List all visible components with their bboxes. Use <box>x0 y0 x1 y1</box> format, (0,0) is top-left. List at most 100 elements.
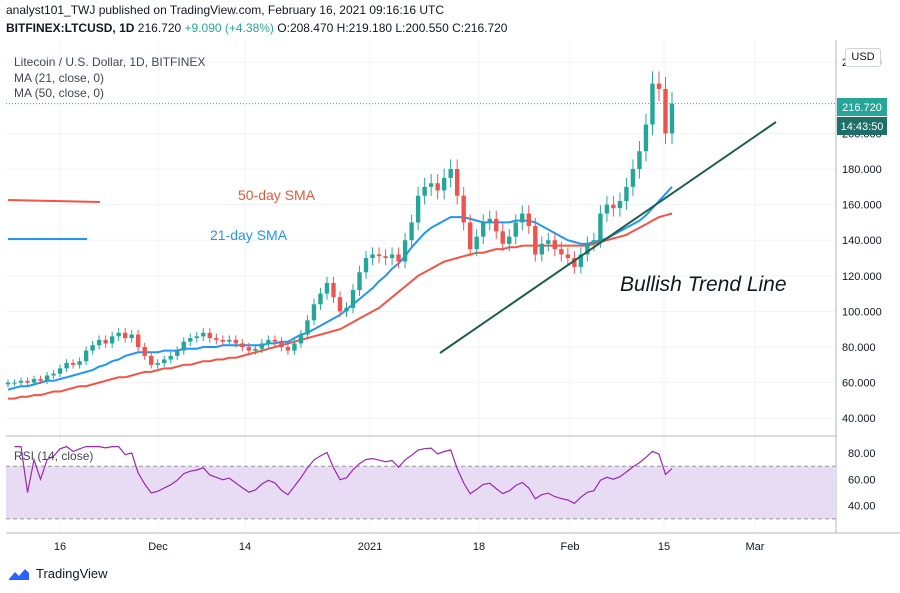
candle-body <box>474 236 479 250</box>
candle-body <box>318 293 323 305</box>
time-tick-label: 15 <box>658 541 670 553</box>
candle-body <box>194 336 199 339</box>
candle-body <box>175 350 180 356</box>
candle-body <box>201 332 206 337</box>
candle-body <box>454 169 460 196</box>
candlesticks <box>5 71 675 388</box>
candle-body <box>168 355 173 360</box>
candle-body <box>539 243 545 255</box>
ma21-path <box>7 186 673 391</box>
candle-body <box>585 243 590 255</box>
rsi-tick-label: 80.00 <box>848 448 876 460</box>
candle-body <box>109 336 115 344</box>
candle-body <box>227 339 232 342</box>
candle-body <box>142 347 147 356</box>
candle-body <box>259 343 265 349</box>
candle-body <box>650 83 655 125</box>
candle-body <box>57 368 63 374</box>
candle-body <box>533 225 538 255</box>
candle-body <box>663 88 668 134</box>
rsi-tick-label: 60.00 <box>848 474 876 486</box>
footer-brand[interactable]: TradingView <box>36 566 108 581</box>
candle-body <box>51 373 56 376</box>
candle-body <box>409 222 414 241</box>
candle-body <box>481 222 486 237</box>
candle-body <box>298 334 304 344</box>
candle-body <box>122 332 128 339</box>
candle-body <box>116 332 121 337</box>
ohlc-values: O:208.470 H:219.180 L:200.550 C:216.720 <box>277 21 508 35</box>
candle-body <box>572 258 577 267</box>
candle-body <box>422 186 427 196</box>
price-tick-label: 40.000 <box>842 413 876 425</box>
legend-ma21[interactable]: MA (21, close, 0) <box>14 71 105 85</box>
price-tick-label: 140.000 <box>842 235 882 247</box>
price-tick-label: 120.000 <box>842 271 882 283</box>
time-tick-label: 16 <box>54 541 66 553</box>
candle-body <box>389 254 395 259</box>
candle-body <box>461 195 466 223</box>
candle-body <box>324 282 330 294</box>
currency-button[interactable]: USD <box>845 48 881 67</box>
time-tick-label: 2021 <box>358 541 382 553</box>
candle-body <box>246 347 252 351</box>
candle-body <box>162 359 167 364</box>
candle-body <box>611 204 616 209</box>
last-price-label: 216.720 <box>837 98 887 116</box>
candle-body <box>578 254 584 267</box>
candle-body <box>5 382 11 385</box>
time-tick-label: Feb <box>561 541 580 553</box>
candle-body <box>18 380 24 383</box>
candle-body <box>279 341 284 348</box>
candle-body <box>402 240 408 262</box>
time-tick-label: 18 <box>473 541 485 553</box>
rsi-line <box>14 445 673 505</box>
rsi-band <box>6 465 836 520</box>
annotation-trend: Bullish Trend Line <box>620 273 787 296</box>
countdown-label-text: 14:43:50 <box>841 121 884 133</box>
candle-body <box>552 240 558 250</box>
candle-body <box>129 334 134 339</box>
time-axis: 16 Dec 14 2021 18 Feb 15 Mar <box>54 541 765 553</box>
candle-body <box>435 183 440 191</box>
candle-body <box>598 213 603 241</box>
candle-body <box>513 222 518 237</box>
ma50-legend-sample <box>7 199 101 203</box>
candle-body <box>624 186 629 202</box>
candle-body <box>428 183 434 187</box>
rsi-axis: 40.00 60.00 80.00 <box>848 448 876 513</box>
rsi-path <box>14 445 673 505</box>
candle-body <box>207 332 213 339</box>
candle-body <box>630 169 636 187</box>
candle-body <box>565 254 571 259</box>
candle-body <box>311 304 317 321</box>
legend-title: Litecoin / U.S. Dollar, 1D, BITFINEX <box>14 55 206 69</box>
candle-body <box>38 379 43 381</box>
symbol-name[interactable]: BITFINEX:LTCUSD, 1D <box>6 21 135 35</box>
candle-body <box>135 334 141 348</box>
candle-body <box>637 151 642 170</box>
candle-body <box>233 339 239 344</box>
candle-body <box>96 339 102 346</box>
candle-body <box>357 272 362 291</box>
candle-body <box>494 218 499 232</box>
candle-body <box>285 347 291 351</box>
price-tick-label: 160.000 <box>842 200 882 212</box>
candle-body <box>337 297 343 312</box>
candle-body <box>292 343 297 351</box>
candle-body <box>441 177 447 191</box>
candle-body <box>448 169 453 178</box>
ma21-line <box>7 186 673 391</box>
candle-body <box>103 339 108 344</box>
candle-body <box>149 355 154 365</box>
candle-body <box>220 339 226 342</box>
publish-info: analyst101_TWJ published on TradingView.… <box>6 3 445 17</box>
candle-body <box>500 231 505 244</box>
candle-body <box>44 375 50 381</box>
legend-ma50[interactable]: MA (50, close, 0) <box>14 86 105 100</box>
time-tick-label: 14 <box>239 541 251 553</box>
candle-body <box>214 338 219 340</box>
legend-rsi[interactable]: RSI (14, close) <box>14 449 94 463</box>
candle-body <box>77 361 82 365</box>
